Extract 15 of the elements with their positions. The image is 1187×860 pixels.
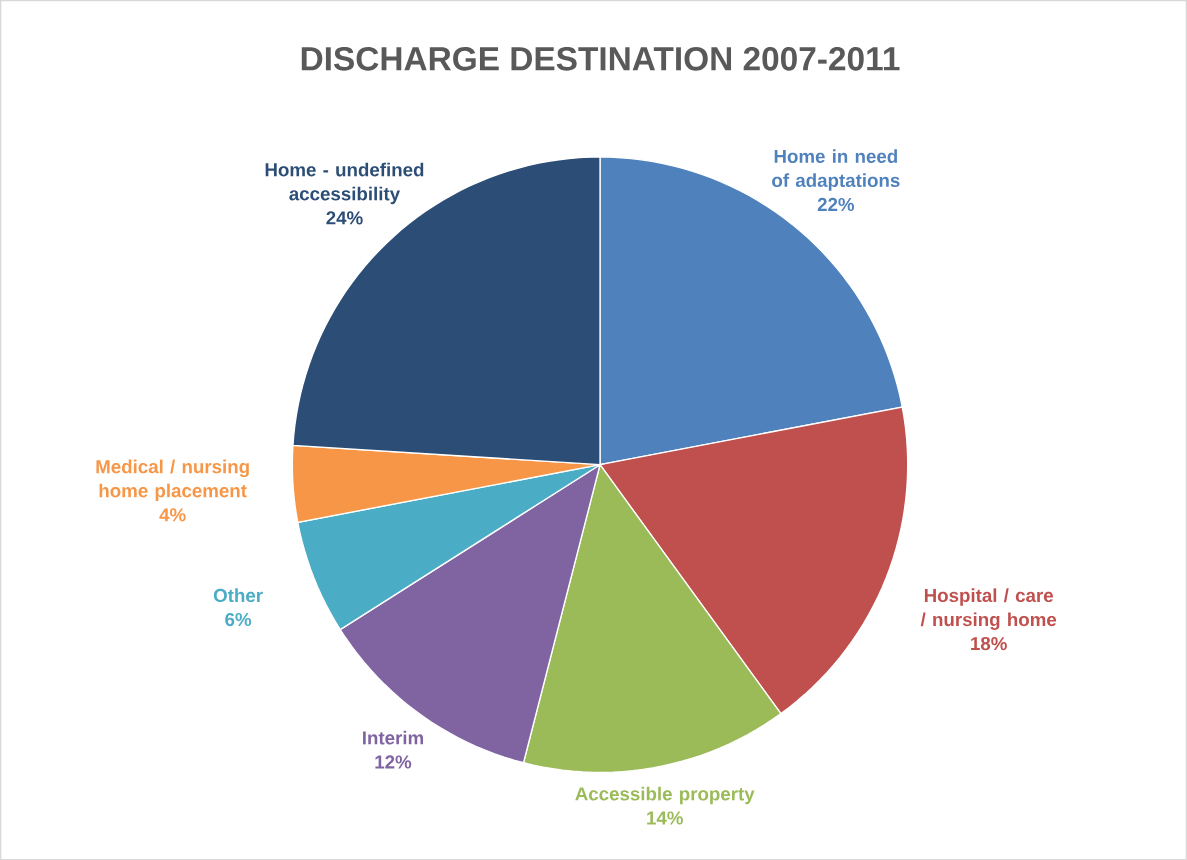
data-label: 6%	[225, 612, 252, 627]
slice-label: Accessible property	[575, 786, 755, 805]
data-label: 12%	[375, 755, 412, 769]
chart-title: DISCHARGE DESTINATION 2007-2011	[301, 46, 900, 71]
slice-label: Medical / nursing home placement	[96, 459, 249, 501]
data-label: 18%	[971, 636, 1007, 651]
data-label: 4%	[159, 508, 186, 522]
slice-label: Interim	[363, 730, 424, 745]
slice-label: Home - undefined accessibility	[265, 162, 424, 205]
slice-label: Hospital / care / nursing home	[920, 588, 1057, 630]
slice-label: Other	[213, 588, 263, 602]
data-label: 24%	[326, 211, 363, 225]
data-label: 14%	[647, 811, 683, 825]
data-label: 22%	[817, 197, 855, 211]
slice-label: Home in need of adaptations	[772, 149, 900, 191]
